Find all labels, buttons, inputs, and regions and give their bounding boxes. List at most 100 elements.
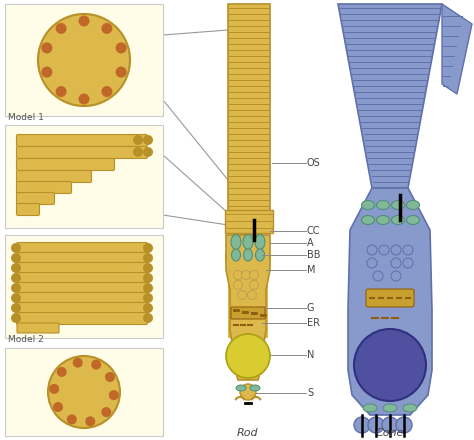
Circle shape (11, 273, 21, 283)
Ellipse shape (231, 249, 240, 261)
Circle shape (367, 245, 377, 255)
FancyBboxPatch shape (231, 307, 265, 319)
Circle shape (143, 147, 153, 157)
Circle shape (247, 290, 256, 300)
Text: N: N (307, 350, 314, 360)
Circle shape (67, 414, 77, 425)
Bar (228, 258, 268, 338)
FancyBboxPatch shape (17, 263, 147, 275)
FancyBboxPatch shape (17, 147, 147, 158)
Circle shape (41, 42, 53, 53)
Polygon shape (226, 235, 270, 380)
Circle shape (143, 263, 153, 273)
Circle shape (101, 23, 112, 34)
Ellipse shape (231, 235, 241, 249)
Circle shape (143, 303, 153, 313)
Circle shape (373, 271, 383, 281)
Ellipse shape (407, 201, 419, 209)
Circle shape (241, 271, 250, 279)
Text: CC: CC (307, 226, 320, 236)
Text: S: S (307, 388, 313, 398)
Ellipse shape (383, 404, 397, 412)
FancyBboxPatch shape (17, 272, 147, 285)
Text: ER: ER (307, 318, 320, 328)
Circle shape (11, 303, 21, 313)
FancyBboxPatch shape (17, 293, 147, 304)
Circle shape (354, 329, 426, 401)
Circle shape (91, 359, 101, 370)
Circle shape (143, 313, 153, 323)
Polygon shape (338, 4, 442, 188)
FancyBboxPatch shape (17, 253, 147, 264)
Text: BB: BB (307, 250, 320, 260)
Text: Model 2: Model 2 (8, 335, 44, 344)
Polygon shape (348, 188, 432, 415)
Circle shape (403, 258, 413, 268)
FancyBboxPatch shape (17, 135, 147, 147)
Ellipse shape (363, 404, 377, 412)
Circle shape (249, 281, 258, 290)
Circle shape (143, 293, 153, 303)
Ellipse shape (392, 201, 404, 209)
FancyBboxPatch shape (17, 171, 91, 183)
Circle shape (354, 417, 370, 433)
Text: Rod: Rod (237, 428, 259, 438)
Circle shape (109, 390, 119, 400)
Circle shape (11, 313, 21, 323)
Circle shape (79, 15, 90, 26)
Circle shape (55, 86, 66, 97)
Circle shape (11, 293, 21, 303)
FancyBboxPatch shape (17, 181, 72, 194)
Circle shape (55, 23, 66, 34)
Circle shape (85, 416, 95, 426)
Circle shape (237, 290, 246, 300)
Circle shape (73, 358, 83, 368)
Bar (5, 125, 163, 228)
Circle shape (101, 407, 111, 417)
Ellipse shape (407, 216, 419, 224)
Circle shape (143, 273, 153, 283)
Bar (5, 348, 163, 436)
Ellipse shape (243, 235, 253, 249)
Polygon shape (442, 4, 472, 94)
Ellipse shape (376, 216, 390, 224)
FancyBboxPatch shape (17, 193, 55, 205)
Circle shape (234, 271, 243, 279)
Circle shape (234, 281, 243, 290)
Circle shape (143, 243, 153, 253)
Circle shape (379, 245, 389, 255)
Circle shape (368, 417, 384, 433)
Circle shape (391, 245, 401, 255)
FancyBboxPatch shape (17, 303, 147, 315)
Ellipse shape (250, 385, 260, 391)
Circle shape (240, 384, 256, 400)
Bar (5, 235, 163, 338)
Circle shape (226, 334, 270, 378)
Text: OS: OS (307, 158, 321, 168)
Bar (225, 210, 273, 233)
Circle shape (367, 258, 377, 268)
Circle shape (116, 42, 127, 53)
Text: M: M (307, 265, 316, 275)
Ellipse shape (403, 404, 417, 412)
Text: A: A (307, 238, 314, 248)
Text: G: G (307, 303, 315, 313)
Circle shape (143, 253, 153, 263)
Circle shape (133, 147, 143, 157)
Ellipse shape (244, 249, 253, 261)
Circle shape (382, 417, 398, 433)
Circle shape (105, 372, 115, 382)
Circle shape (79, 94, 90, 105)
Ellipse shape (226, 233, 270, 283)
Circle shape (116, 66, 127, 77)
Circle shape (11, 263, 21, 273)
Circle shape (49, 384, 59, 394)
Circle shape (249, 271, 258, 279)
Circle shape (11, 253, 21, 263)
Circle shape (403, 245, 413, 255)
Circle shape (11, 283, 21, 293)
Circle shape (57, 367, 67, 377)
Circle shape (391, 271, 401, 281)
Ellipse shape (362, 201, 374, 209)
Circle shape (48, 356, 120, 428)
